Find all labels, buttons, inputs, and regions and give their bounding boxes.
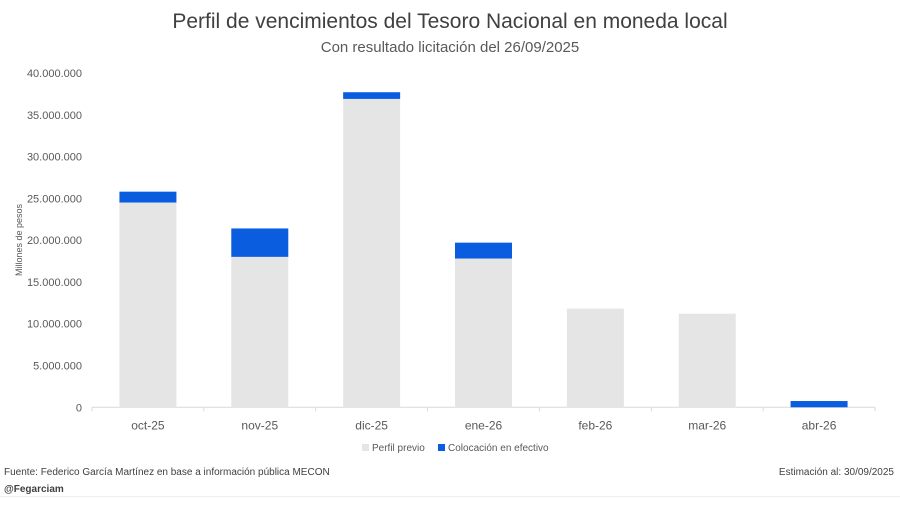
bar-colocacion-ene-26 <box>455 242 512 259</box>
divider <box>0 496 900 497</box>
x-tick-label: feb-26 <box>578 418 612 432</box>
x-tick-label: ene-26 <box>465 418 503 432</box>
bar-colocacion-oct-25 <box>119 191 177 203</box>
legend-swatch <box>438 444 445 451</box>
y-tick-label: 10.000.000 <box>27 319 82 331</box>
source-note: Fuente: Federico García Martínez en base… <box>4 467 330 478</box>
bar-perfil-previo-oct-25 <box>119 202 177 408</box>
y-tick-label: 35.000.000 <box>27 110 82 122</box>
y-tick-label: 15.000.000 <box>27 277 82 289</box>
bar-perfil-previo-mar-26 <box>678 313 736 408</box>
bar-perfil-previo-nov-25 <box>231 256 289 408</box>
bar-perfil-previo-ene-26 <box>455 258 512 408</box>
legend-label: Colocación en efectivo <box>448 443 549 454</box>
author-handle: @Fegarciam <box>4 484 64 495</box>
x-tick-label: abr-26 <box>802 418 837 432</box>
estimate-date: Estimación al: 30/09/2025 <box>778 467 894 478</box>
bar-colocacion-nov-25 <box>231 228 289 257</box>
bar-perfil-previo-dic-25 <box>343 98 401 408</box>
y-tick-label: 25.000.000 <box>27 193 82 205</box>
legend-label: Perfil previo <box>372 443 425 454</box>
bar-perfil-previo-feb-26 <box>566 308 624 408</box>
y-tick-label: 0 <box>76 402 82 414</box>
y-tick-label: 30.000.000 <box>27 152 82 164</box>
bar-colocacion-dic-25 <box>343 92 401 99</box>
chart-subtitle: Con resultado licitación del 26/09/2025 <box>320 39 580 56</box>
y-tick-label: 40.000.000 <box>27 68 82 80</box>
x-tick-label: nov-25 <box>241 418 278 432</box>
chart-title: Perfil de vencimientos del Tesoro Nacion… <box>172 10 728 33</box>
bar-colocacion-abr-26 <box>790 401 848 408</box>
x-tick-label: mar-26 <box>688 418 726 432</box>
legend-swatch <box>362 444 369 451</box>
x-tick-label: oct-25 <box>131 418 165 432</box>
y-tick-label: 5.000.000 <box>33 361 82 373</box>
y-tick-label: 20.000.000 <box>27 235 82 247</box>
x-tick-label: dic-25 <box>355 418 388 432</box>
y-axis-label: Millones de pesos <box>14 203 24 276</box>
